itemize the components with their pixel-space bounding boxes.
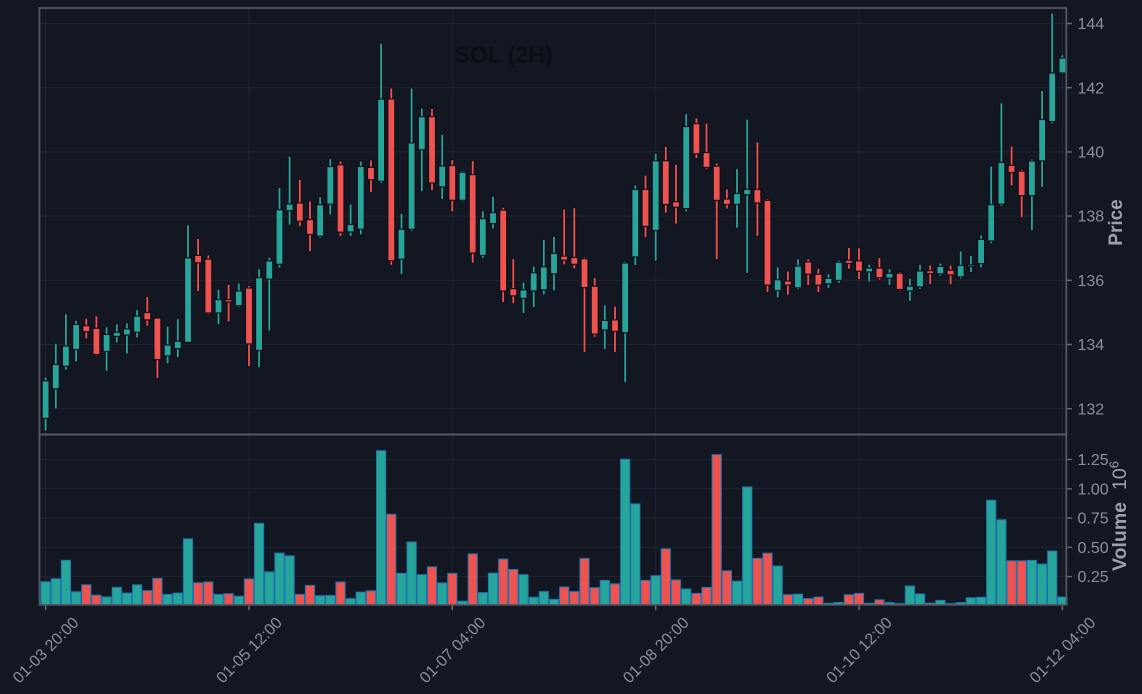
- svg-text:142: 142: [1078, 80, 1105, 97]
- svg-text:1.00: 1.00: [1078, 481, 1109, 498]
- svg-text:SOL (2H): SOL (2H): [455, 42, 553, 68]
- svg-text:0.75: 0.75: [1078, 511, 1109, 528]
- svg-text:138: 138: [1078, 209, 1105, 226]
- svg-text:0.25: 0.25: [1078, 569, 1109, 586]
- svg-text:144: 144: [1078, 16, 1105, 33]
- svg-text:140: 140: [1078, 145, 1105, 162]
- svg-text:132: 132: [1078, 401, 1105, 418]
- svg-text:Volume106: Volume106: [1107, 461, 1131, 571]
- svg-text:1.25: 1.25: [1078, 452, 1109, 469]
- svg-text:136: 136: [1078, 273, 1105, 290]
- svg-text:0.50: 0.50: [1078, 540, 1109, 557]
- svg-text:134: 134: [1078, 337, 1105, 354]
- svg-text:Price: Price: [1106, 199, 1127, 245]
